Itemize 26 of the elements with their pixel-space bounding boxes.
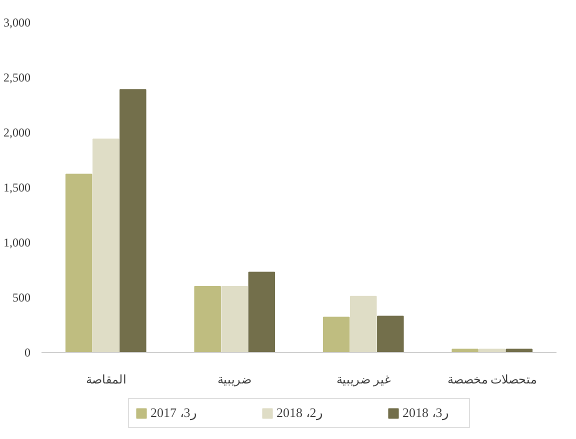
y-tick-label: 3,000 [4,16,30,30]
y-tick-label: 0 [24,346,30,360]
bar [248,272,276,352]
legend-label: ر3، 2017 [150,405,198,421]
legend-label: ر2، 2018 [276,405,324,421]
x-tick-label: ضريبية [218,372,252,386]
y-tick-label: 2,000 [4,126,30,140]
bar [452,348,478,352]
bar [478,348,506,352]
x-tick-label: المقاصة [86,372,126,386]
bar [120,89,146,352]
y-tick-label: 500 [12,290,30,304]
bar [194,286,221,352]
bar [377,316,404,352]
x-tick-label: متحصلات مخصصة [448,372,537,386]
bar [221,286,248,352]
bar [65,174,92,352]
bar [92,138,120,352]
bar [322,316,350,352]
y-tick-label: 2,500 [4,70,30,84]
y-tick-label: 1,000 [4,236,30,250]
x-tick-label: غير ضريبية [336,372,390,386]
bar [506,348,533,352]
legend-label: ر3، 2018 [402,405,450,421]
bar [350,296,377,352]
y-tick-label: 1,500 [4,180,30,194]
